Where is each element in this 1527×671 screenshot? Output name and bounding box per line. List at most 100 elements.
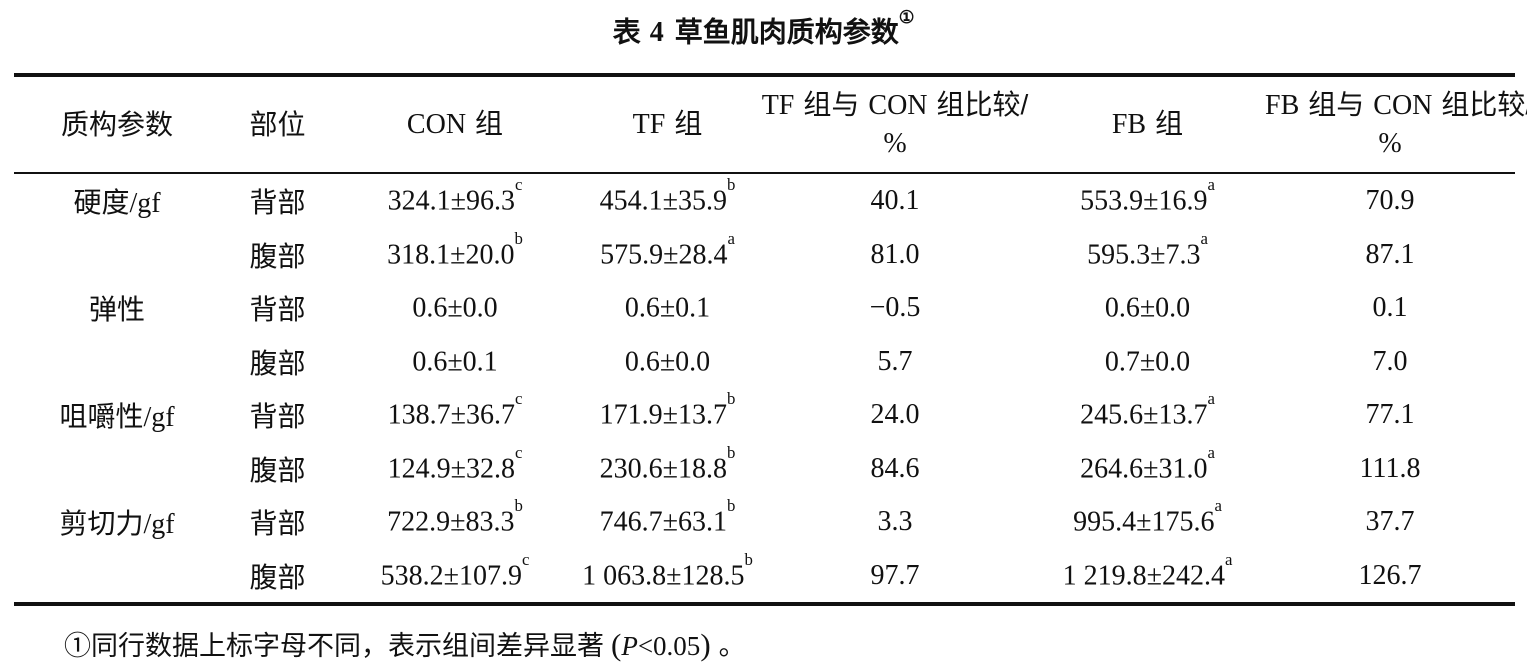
col-header-con: CON 组	[406, 108, 504, 141]
part-cell: 腹部	[249, 347, 306, 379]
col-header-part: 部位	[249, 108, 306, 140]
table-title: 表 4 草鱼肌肉质构参数①	[0, 7, 1527, 51]
fb-vs-con-cell: 0.1	[1372, 292, 1408, 324]
header-row: 质构参数 部位 CON 组 TF 组 TF 组与 CON 组比较/ % FB 组 FB 组与 C…	[14, 75, 1527, 174]
param-unit: /gf	[143, 509, 175, 541]
fb-vs-con-cell: 126.7	[1358, 559, 1422, 591]
fb-value-cell: 264.6±31.0a	[1080, 442, 1215, 485]
part-cell: 腹部	[249, 561, 306, 593]
table-row: 腹部 0.6±0.1 0.6±0.0 5.7 0.7±0.0 7.0	[14, 335, 1515, 389]
part-cell: 背部	[249, 401, 306, 433]
tf-value-cell: 230.6±18.8b	[599, 442, 736, 485]
table-label: 表	[612, 16, 641, 48]
table-footnote: ①同行数据上标字母不同，表示组间差异显著 (P<0.05)。	[64, 625, 1527, 666]
superscript: c	[514, 389, 523, 409]
tf-value-cell: 171.9±13.7b	[599, 389, 736, 431]
superscript: c	[514, 175, 523, 195]
tf-vs-con-cell: −0.5	[869, 292, 921, 324]
part-cell: 腹部	[249, 240, 306, 272]
superscript: a	[1214, 496, 1222, 516]
table-row: 腹部 538.2±107.9c 1 063.8±128.5b 97.7 1 21…	[14, 549, 1515, 605]
fb-vs-con-cell: 70.9	[1365, 185, 1415, 217]
part-cell: 背部	[249, 508, 306, 540]
con-value-cell: 138.7±36.7c	[387, 389, 523, 431]
param-cell: 弹性	[88, 294, 145, 326]
tf-value-cell: 1 063.8±128.5b	[582, 549, 753, 592]
superscript: b	[726, 496, 736, 516]
col-header-fb-vs-con: FB 组与 CON 组比较/ %	[1265, 89, 1527, 160]
superscript: c	[514, 442, 523, 462]
tf-vs-con-cell: 84.6	[870, 452, 920, 484]
tf-vs-con-cell: 5.7	[877, 345, 913, 377]
fb-value-cell: 995.4±175.6a	[1073, 496, 1222, 538]
part-cell: 背部	[249, 187, 306, 219]
fb-vs-con-cell: 37.7	[1365, 506, 1415, 538]
p-variable: P	[621, 631, 638, 662]
superscript: a	[1200, 228, 1208, 248]
param-cell	[14, 549, 220, 605]
texture-parameters-table: 质构参数 部位 CON 组 TF 组 TF 组与 CON 组比较/ % FB 组 FB 组与 C…	[14, 73, 1527, 607]
superscript: b	[744, 549, 753, 569]
superscript: c	[521, 549, 530, 569]
param-cell	[14, 442, 220, 496]
p-value-statement: (P<0.05)	[611, 627, 711, 662]
superscript: b	[726, 442, 736, 462]
table-row: 腹部 318.1±20.0b 575.9±28.4a 81.0 595.3±7.…	[14, 228, 1515, 282]
col-header-fb: FB 组	[1111, 108, 1184, 141]
tf-vs-con-cell: 3.3	[877, 506, 913, 538]
fb-value-cell: 553.9±16.9a	[1080, 175, 1215, 217]
superscript: b	[514, 496, 523, 516]
con-value-cell: 722.9±83.3b	[387, 496, 523, 538]
fb-value-cell: 0.7±0.0	[1104, 346, 1191, 378]
paper-table-figure: 表 4 草鱼肌肉质构参数① 质构参数 部位 CON 组 TF 组 TF 组与 CON 组比较/…	[0, 7, 1527, 666]
tf-value-cell: 746.7±63.1b	[599, 496, 736, 538]
tf-value-cell: 0.6±0.1	[624, 292, 711, 324]
fb-vs-con-cell: 87.1	[1365, 238, 1415, 270]
superscript: a	[1207, 442, 1215, 462]
tf-value-cell: 454.1±35.9b	[599, 175, 736, 217]
tf-vs-con-cell: 40.1	[870, 185, 920, 217]
title-footnote-mark: ①	[898, 7, 915, 28]
table-number: 4	[649, 17, 664, 49]
superscript: b	[726, 175, 736, 195]
superscript: a	[1224, 549, 1233, 569]
part-cell: 腹部	[249, 454, 306, 486]
superscript: a	[727, 228, 735, 248]
close-paren: )	[700, 627, 711, 663]
superscript: a	[1207, 389, 1215, 409]
fb-value-cell: 0.6±0.0	[1104, 292, 1191, 324]
open-paren: (	[611, 627, 622, 663]
table-title-text: 草鱼肌肉质构参数	[674, 16, 899, 48]
fb-vs-con-cell: 77.1	[1365, 399, 1415, 431]
param-cell	[14, 335, 220, 389]
table-row: 腹部 124.9±32.8c 230.6±18.8b 84.6 264.6±31…	[14, 442, 1515, 496]
con-value-cell: 324.1±96.3c	[387, 175, 523, 217]
fb-value-cell: 1 219.8±242.4a	[1062, 549, 1233, 592]
tf-value-cell: 575.9±28.4a	[600, 228, 735, 271]
param-cell: 咀嚼性/gf	[59, 401, 175, 434]
param-cell	[14, 228, 220, 282]
col-header-tf-vs-con: TF 组与 CON 组比较/ %	[761, 89, 1029, 160]
part-cell: 背部	[249, 294, 306, 326]
table-row: 弹性 背部 0.6±0.0 0.6±0.1 −0.5 0.6±0.0 0.1	[14, 281, 1515, 335]
fb-value-cell: 245.6±13.7a	[1080, 389, 1215, 431]
table-row: 咀嚼性/gf 背部 138.7±36.7c 171.9±13.7b 24.0 2…	[14, 388, 1515, 442]
param-cell: 硬度/gf	[73, 187, 161, 220]
superscript: b	[514, 228, 523, 248]
col-header-param: 质构参数	[60, 108, 173, 140]
fb-vs-con-cell: 111.8	[1359, 452, 1421, 484]
tf-vs-con-cell: 24.0	[870, 399, 920, 431]
table-row: 剪切力/gf 背部 722.9±83.3b 746.7±63.1b 3.3 99…	[14, 495, 1515, 549]
param-cell: 剪切力/gf	[59, 508, 175, 541]
con-value-cell: 538.2±107.9c	[380, 549, 530, 592]
param-unit: /gf	[129, 188, 161, 220]
tf-value-cell: 0.6±0.0	[624, 346, 711, 378]
fb-value-cell: 595.3±7.3a	[1087, 228, 1208, 271]
footnote-text: ①同行数据上标字母不同，表示组间差异显著	[64, 631, 604, 662]
tf-vs-con-cell: 81.0	[870, 238, 920, 270]
fb-vs-con-cell: 7.0	[1372, 345, 1408, 377]
p-threshold: <0.05	[637, 631, 701, 662]
con-value-cell: 0.6±0.1	[412, 346, 498, 378]
superscript: b	[726, 389, 736, 409]
tf-vs-con-cell: 97.7	[870, 559, 920, 591]
